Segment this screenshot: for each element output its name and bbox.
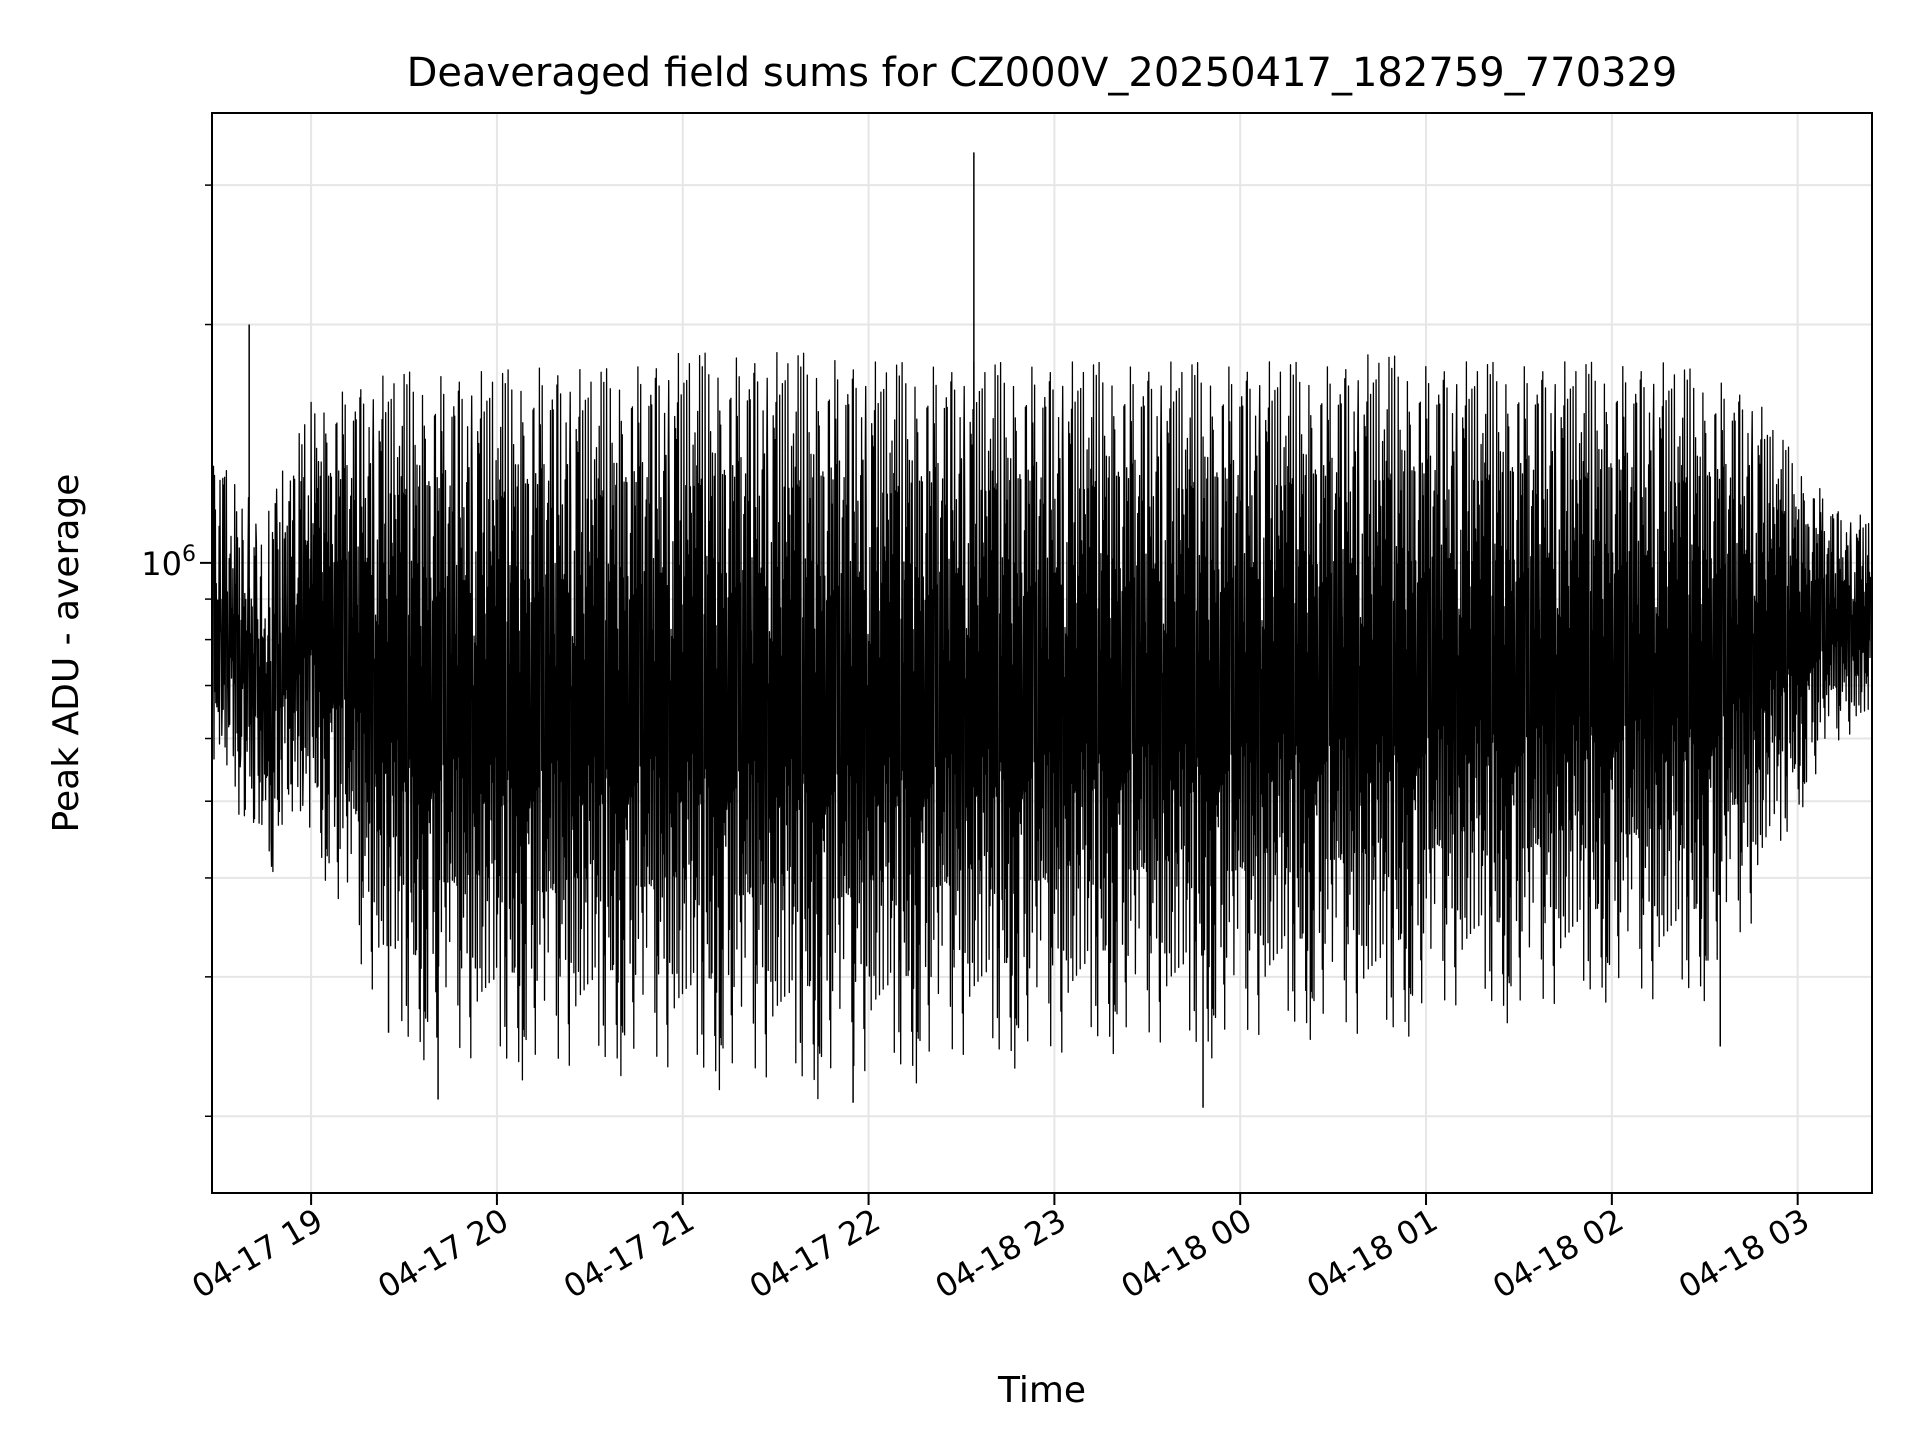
y-axis: 106	[141, 184, 212, 1118]
x-axis-label: Time	[997, 1370, 1086, 1411]
chart-title: Deaveraged field sums for CZ000V_2025041…	[407, 50, 1678, 96]
series-group	[212, 152, 1872, 1108]
plot-frame	[211, 112, 1873, 1194]
y-tick-label: 106	[141, 542, 196, 583]
y-tick-label-base: 10	[141, 545, 182, 583]
y-tick-label-exponent: 6	[182, 542, 196, 567]
y-axis-label: Peak ADU - average	[46, 474, 87, 833]
series-line	[212, 351, 1872, 1100]
plot-area	[212, 152, 1872, 1108]
